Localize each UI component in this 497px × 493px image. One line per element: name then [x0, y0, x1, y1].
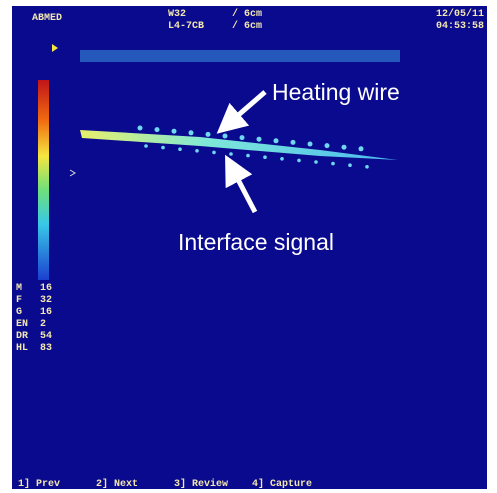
echo-dot — [137, 125, 143, 131]
param-label: F — [16, 295, 22, 306]
focus-marker — [52, 44, 58, 52]
screen-bg — [12, 6, 487, 489]
echo-dot — [358, 146, 364, 152]
heating-wire-signal — [80, 130, 398, 160]
echo-dot — [178, 147, 182, 151]
arrow — [225, 154, 258, 214]
echo-dot — [280, 157, 284, 161]
echo-dot — [297, 158, 301, 163]
echo-dot — [154, 127, 160, 133]
echo-dot — [324, 143, 330, 149]
echo-dot — [229, 152, 233, 156]
echo-dot — [144, 144, 148, 148]
echo-dot — [212, 150, 216, 155]
arrow — [216, 90, 267, 134]
param-value: 16 — [40, 307, 52, 318]
annotation: Interface signal — [178, 229, 334, 255]
param-label: G — [16, 307, 22, 318]
echo-dot — [222, 133, 228, 139]
depth: / 6cm — [232, 8, 262, 20]
param-value: 16 — [40, 283, 52, 294]
param-value: 54 — [40, 331, 52, 342]
depth: / 6cm — [232, 20, 262, 32]
menu-item: 3] Review — [174, 478, 228, 490]
echo-dot — [331, 161, 335, 166]
echo-dot — [195, 149, 199, 153]
echo-dot — [341, 144, 347, 150]
menu-item: 4] Capture — [252, 478, 312, 490]
echo-dot — [239, 135, 245, 141]
param-label: EN — [16, 319, 28, 330]
echo-dot — [256, 136, 262, 142]
param-label: M — [16, 283, 22, 294]
echo-dot — [171, 128, 177, 134]
param-label: DR — [16, 331, 28, 342]
probe: W32 — [168, 9, 186, 20]
param-label: HL — [16, 343, 28, 354]
near-field — [80, 50, 400, 62]
time: 04:53:58 — [436, 21, 484, 32]
param-value: 2 — [40, 319, 46, 330]
date: 12/05/11 — [436, 8, 484, 20]
echo-dot — [263, 155, 267, 159]
echo-dot — [161, 145, 165, 150]
echo-dot — [290, 139, 296, 145]
echo-dots — [137, 125, 369, 169]
annotation: Heating wire — [272, 79, 400, 105]
menu-item: 1] Prev — [18, 478, 60, 490]
menu-item: 2] Next — [96, 478, 138, 490]
echo-dot — [314, 160, 318, 164]
echo-dot — [246, 153, 250, 158]
echo-dot — [188, 130, 194, 136]
param-value: 32 — [40, 295, 52, 306]
param-value: 83 — [40, 343, 52, 354]
color-bar — [38, 80, 49, 280]
echo-dot — [365, 165, 369, 169]
echo-dot — [307, 141, 313, 147]
header-left: ABMED — [32, 13, 62, 24]
depth-marker — [69, 169, 76, 177]
echo-dot — [205, 131, 211, 137]
transducer: L4-7CB — [168, 21, 204, 32]
echo-dot — [348, 163, 352, 167]
echo-dot — [273, 138, 279, 144]
